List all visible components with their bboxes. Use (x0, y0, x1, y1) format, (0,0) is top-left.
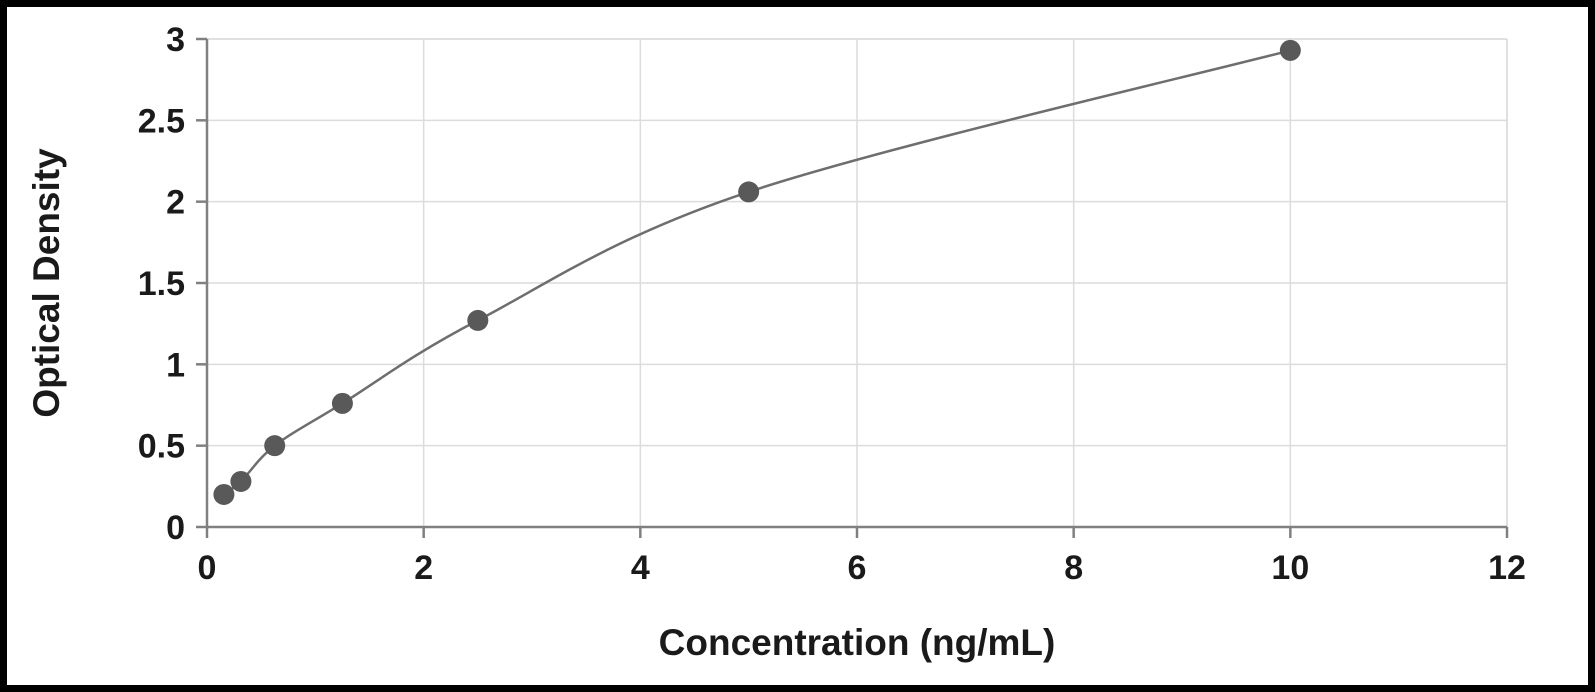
standard-curve-chart: 0 2 4 6 8 10 12 0 0.5 1 1.5 2 2.5 3 Optical Density C… (26, 21, 1526, 663)
x-tick-label: 2 (414, 549, 433, 587)
y-tick-label: 3 (166, 21, 185, 59)
x-axis-title: Concentration (ng/mL) (659, 622, 1056, 663)
y-tick-label: 1 (166, 346, 185, 384)
y-tick-label: 1.5 (138, 265, 185, 303)
data-point-marker (331, 392, 353, 414)
x-tick-label: 0 (198, 549, 217, 587)
data-point-marker (1279, 39, 1301, 61)
standard-curve-line (223, 49, 1291, 496)
y-tick-label: 2 (166, 184, 185, 222)
y-tick-label: 0 (166, 509, 185, 547)
data-point-marker (467, 309, 489, 331)
data-point-marker (264, 435, 286, 457)
data-point-marker (230, 470, 252, 492)
plot-area: 0 2 4 6 8 10 12 0 0.5 1 1.5 2 2.5 3 (138, 21, 1526, 587)
x-tick-label: 10 (1271, 549, 1309, 587)
data-point-marker (738, 181, 760, 203)
y-tick-label: 2.5 (138, 102, 185, 140)
y-tick-label: 0.5 (138, 428, 185, 466)
x-tick-label: 6 (848, 549, 867, 587)
x-tick-label: 12 (1488, 549, 1526, 587)
data-point-marker (213, 483, 235, 505)
y-axis-title: Optical Density (26, 148, 67, 418)
x-tick-label: 8 (1064, 549, 1083, 587)
x-tick-label: 4 (631, 549, 650, 587)
